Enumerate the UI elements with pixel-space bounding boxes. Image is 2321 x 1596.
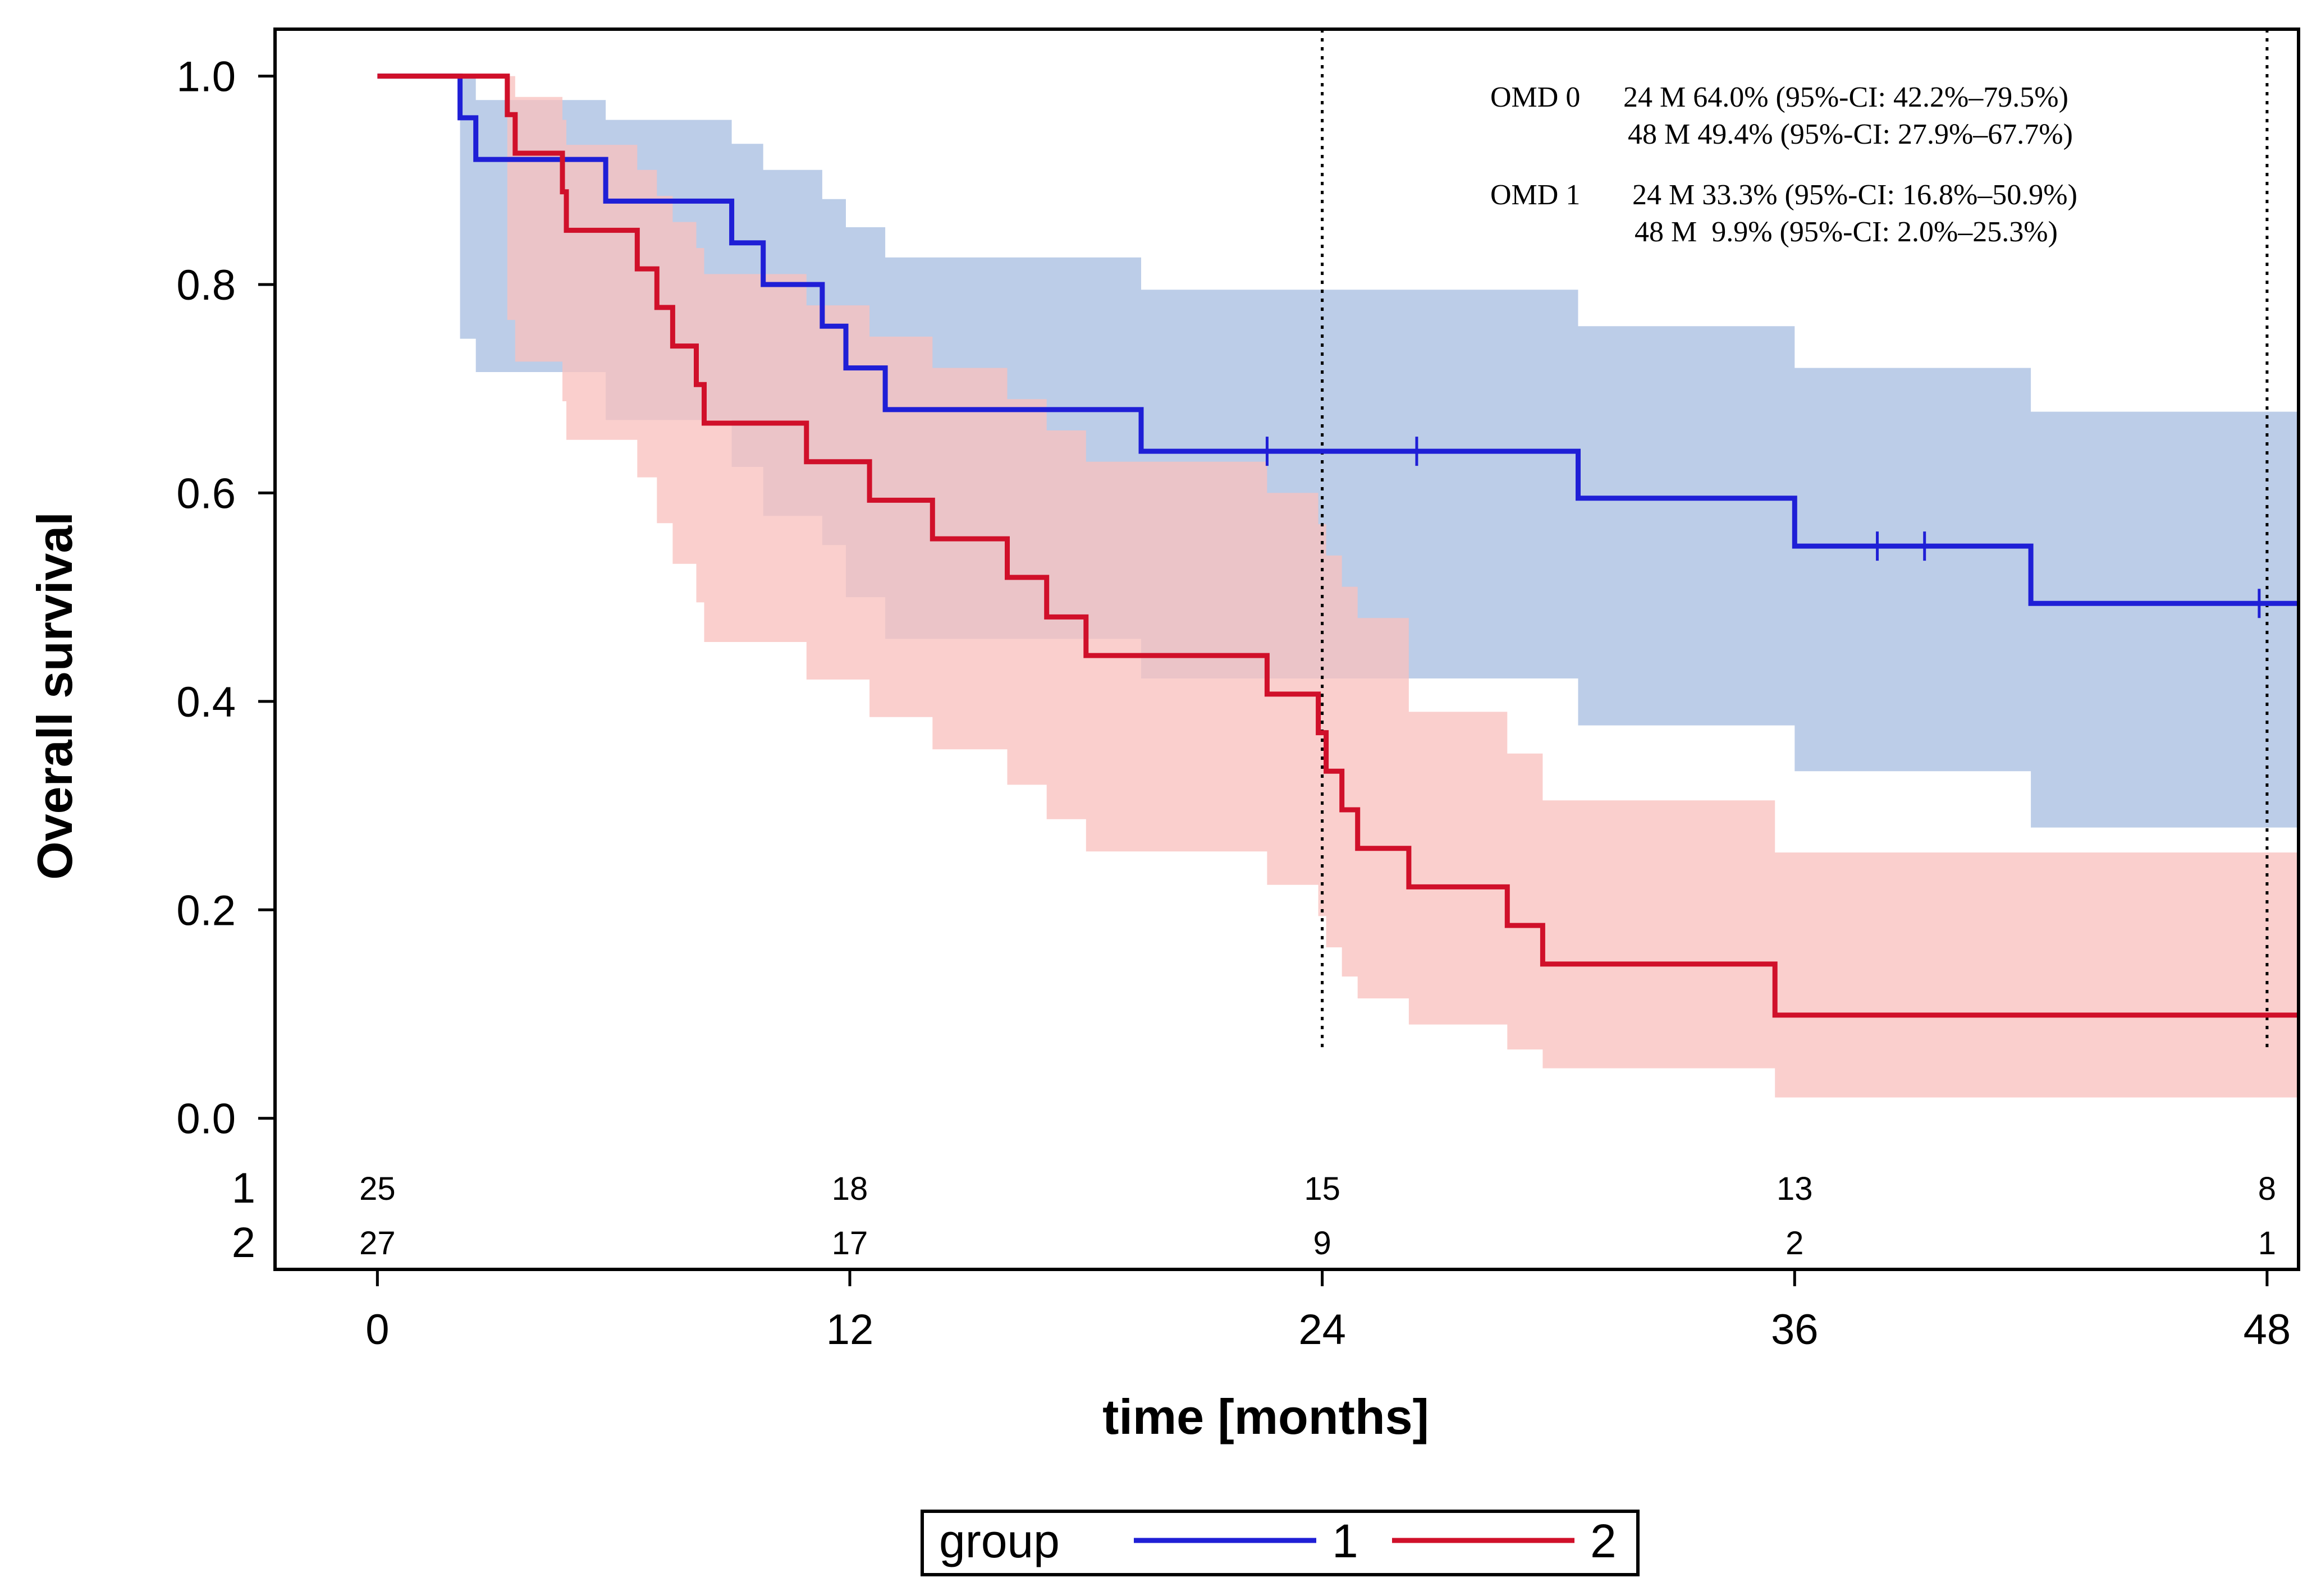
censor-marks xyxy=(1265,437,2261,618)
y-axis: 0.0 0.2 0.4 0.6 0.8 1.0 xyxy=(176,53,275,1143)
risk-count-group-1-t12: 18 xyxy=(832,1171,868,1207)
risk-count-group-2-t24: 9 xyxy=(1313,1225,1331,1262)
annotation-group-omd0: OMD 0 xyxy=(1490,81,1580,113)
risk-table-row-label-1: 1 xyxy=(232,1164,255,1212)
risk-count-group-2-t12: 17 xyxy=(832,1225,868,1262)
y-tick-label-0.8: 0.8 xyxy=(176,262,236,309)
x-tick-label-24: 24 xyxy=(1298,1306,1346,1354)
x-tick-label-12: 12 xyxy=(826,1306,874,1354)
confidence-band-group-2 xyxy=(377,76,2299,1098)
legend-title: group xyxy=(939,1515,1060,1567)
annotation-omd1-24m: 24 M 33.3% (95%-CI: 16.8%–50.9%) xyxy=(1632,179,2077,211)
y-tick-label-0.0: 0.0 xyxy=(176,1095,236,1143)
legend: group 1 2 xyxy=(921,1510,1640,1576)
x-tick-label-36: 36 xyxy=(1771,1306,1819,1354)
risk-count-group-1-t0: 25 xyxy=(359,1171,396,1207)
risk-table-row-label-2: 2 xyxy=(232,1219,255,1267)
annotation-group-omd1: OMD 1 xyxy=(1490,179,1580,211)
x-tick-label-48: 48 xyxy=(2244,1306,2291,1354)
risk-count-group-2-t36: 2 xyxy=(1786,1225,1803,1262)
risk-count-group-2-t48: 1 xyxy=(2258,1225,2276,1262)
risk-count-group-1-t36: 13 xyxy=(1777,1171,1813,1207)
risk-table: 1 25 18 15 13 8 2 27 17 9 2 1 xyxy=(232,1164,2276,1267)
y-tick-label-0.6: 0.6 xyxy=(176,470,236,517)
x-axis-title: time [months] xyxy=(1102,1389,1429,1444)
y-tick-label-1.0: 1.0 xyxy=(176,53,236,101)
legend-label-group-2: 2 xyxy=(1590,1515,1617,1567)
survival-curve-group-1 xyxy=(377,74,2299,606)
annotation-omd0-48m: 48 M 49.4% (95%-CI: 27.9%–67.7%) xyxy=(1628,118,2073,150)
annotation-omd0-24m: 24 M 64.0% (95%-CI: 42.2%–79.5%) xyxy=(1623,81,2068,113)
plot-frame xyxy=(273,27,2300,1271)
risk-count-group-1-t48: 8 xyxy=(2258,1171,2276,1207)
survival-curves xyxy=(377,74,2299,1018)
y-tick-label-0.4: 0.4 xyxy=(176,678,236,726)
x-tick-label-0: 0 xyxy=(365,1306,389,1354)
survival-annotations: OMD 0 24 M 64.0% (95%-CI: 42.2%–79.5%) 4… xyxy=(1490,81,2077,248)
legend-label-group-1: 1 xyxy=(1332,1515,1358,1567)
x-axis: 0 12 24 36 48 xyxy=(365,1269,2291,1354)
survival-curve-group-2 xyxy=(377,74,2299,1018)
risk-count-group-2-t0: 27 xyxy=(359,1225,396,1262)
y-axis-title: Overall survival xyxy=(27,512,83,880)
y-tick-label-0.2: 0.2 xyxy=(176,887,236,934)
annotation-omd1-48m: 48 M 9.9% (95%-CI: 2.0%–25.3%) xyxy=(1635,216,2058,248)
risk-count-group-1-t24: 15 xyxy=(1304,1171,1340,1207)
